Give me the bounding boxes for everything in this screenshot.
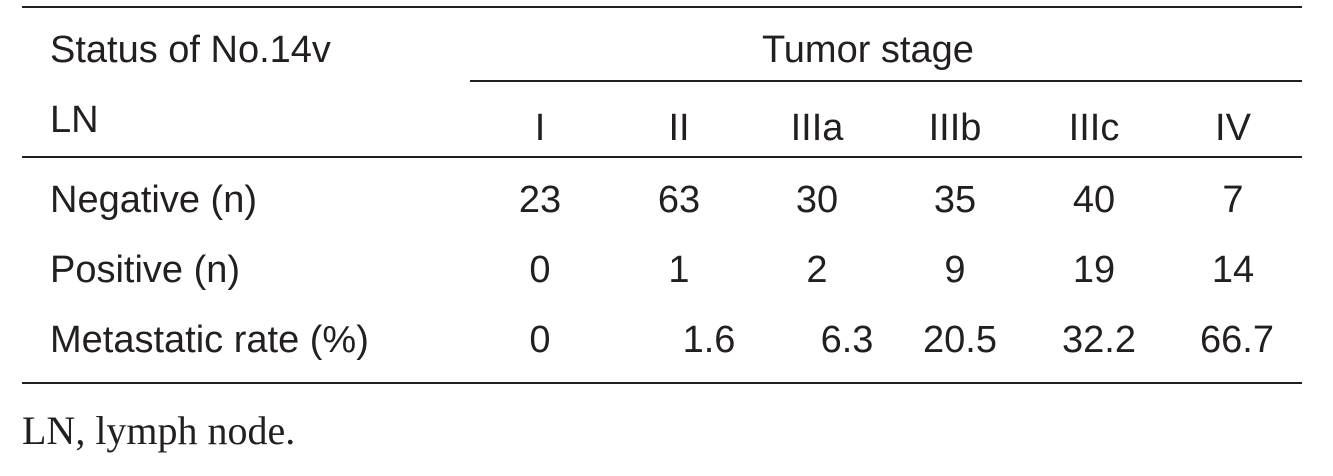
table-cell: 19 — [1072, 249, 1116, 291]
table-cell: 66.7 — [1200, 319, 1274, 361]
table-cell: 1.6 — [682, 319, 736, 361]
bottom-rule — [22, 382, 1302, 384]
table-cell: 40 — [1072, 179, 1116, 221]
row-label-metastatic-rate: Metastatic rate (%) — [50, 319, 369, 361]
table-cell: 6.3 — [820, 319, 874, 361]
column-header-stage: IIIb — [928, 107, 982, 149]
table-cell: 23 — [518, 179, 562, 221]
group-rule — [470, 80, 1302, 82]
column-header-stage: IIIc — [1068, 107, 1120, 149]
row-header-label-line2: LN — [50, 99, 99, 141]
table-cell: 63 — [657, 179, 701, 221]
table-cell: 0 — [529, 319, 551, 361]
table-cell: 0 — [529, 249, 551, 291]
data-table: Status of No.14v Tumor stage LN I II III… — [22, 6, 1302, 386]
table-cell: 14 — [1211, 249, 1255, 291]
table-cell: 7 — [1222, 179, 1244, 221]
top-rule — [22, 6, 1302, 8]
table-cell: 20.5 — [923, 319, 997, 361]
column-header-stage: II — [668, 107, 690, 149]
column-header-stage: IV — [1215, 107, 1251, 149]
table-cell: 1 — [668, 249, 690, 291]
table-cell: 30 — [795, 179, 839, 221]
row-header-label-line1: Status of No.14v — [50, 29, 331, 71]
table-cell: 35 — [933, 179, 977, 221]
column-header-stage: IIIa — [790, 107, 844, 149]
row-label-positive: Positive (n) — [50, 249, 241, 291]
column-group-header: Tumor stage — [762, 29, 974, 71]
column-header-stage: I — [534, 107, 546, 149]
table-cell: 32.2 — [1062, 319, 1136, 361]
table-cell: 2 — [806, 249, 828, 291]
table-footnote: LN, lymph node. — [22, 408, 296, 453]
header-bottom-rule — [22, 156, 1302, 158]
table-cell: 9 — [944, 249, 966, 291]
row-label-negative: Negative (n) — [50, 179, 257, 221]
